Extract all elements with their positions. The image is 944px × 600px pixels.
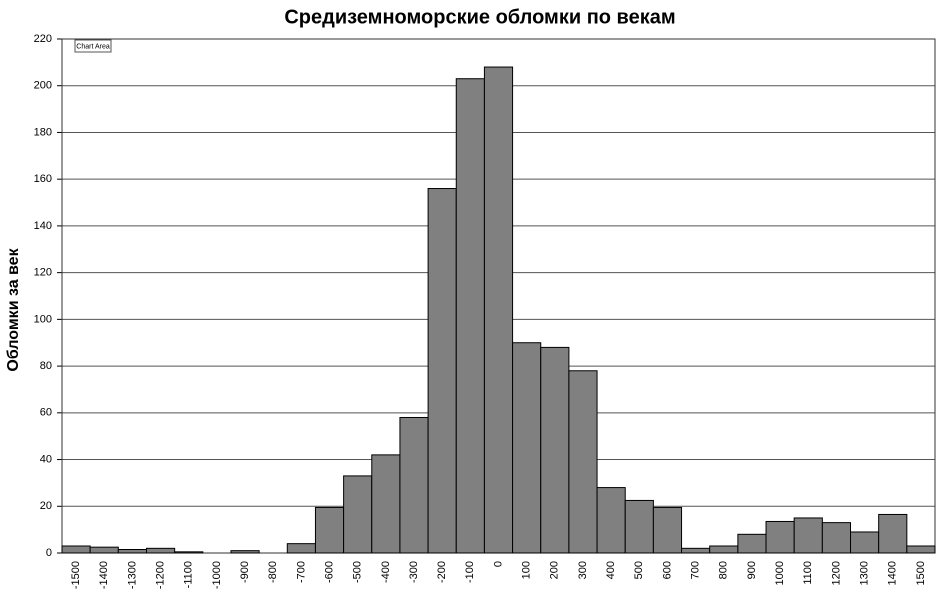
tooltip: Chart Area	[76, 43, 110, 50]
bar	[427, 188, 457, 554]
y-tick-label: 180	[34, 126, 52, 138]
x-tick-label: 1000	[774, 561, 786, 585]
bar	[737, 533, 767, 554]
tooltip-box	[74, 39, 112, 53]
bar	[850, 531, 880, 554]
bar	[821, 522, 852, 554]
x-tick-label: -300	[408, 561, 420, 583]
y-tick-label: 100	[34, 313, 52, 325]
x-tick-label: -800	[267, 561, 279, 583]
x-tick-label: -700	[295, 561, 307, 583]
bar	[906, 545, 936, 554]
bar	[286, 543, 316, 554]
x-tick-label: -1000	[211, 561, 223, 589]
x-tick-label: 1400	[887, 561, 899, 585]
x-tick-label: -100	[464, 561, 476, 583]
bar	[61, 545, 91, 554]
x-tick-label: 400	[605, 561, 617, 579]
x-tick-label: 200	[549, 561, 561, 579]
bar	[455, 78, 485, 554]
x-tick-label: 500	[633, 561, 645, 579]
bar	[145, 547, 176, 554]
bar	[709, 545, 739, 554]
x-tick-label: 1500	[915, 561, 927, 585]
x-tick-label: -1300	[126, 561, 138, 589]
bar	[512, 342, 542, 554]
bar	[681, 547, 711, 554]
bar	[117, 548, 147, 554]
x-tick-label: 100	[521, 561, 533, 579]
bar	[624, 499, 654, 554]
bar	[230, 550, 260, 554]
x-tick-label: 800	[718, 561, 730, 579]
x-tick-label: 0	[492, 561, 504, 567]
y-tick-label: 160	[34, 173, 52, 185]
bar	[399, 416, 429, 554]
x-tick-label: 700	[690, 561, 702, 579]
bar	[314, 506, 345, 554]
x-tick-label: 1100	[802, 561, 814, 585]
y-tick-label: 20	[40, 500, 52, 512]
x-tick-label: 1200	[830, 561, 842, 585]
bar	[371, 454, 401, 554]
x-tick-label: -1500	[70, 561, 82, 589]
bar	[174, 551, 204, 554]
bar	[793, 517, 823, 554]
x-tick-label: -400	[380, 561, 392, 583]
chart-title: Средиземноморские обломки по векам	[284, 6, 675, 28]
y-tick-label: 220	[34, 33, 52, 45]
y-tick-label: 40	[40, 453, 52, 465]
bar	[652, 506, 683, 554]
bar	[540, 346, 570, 554]
x-tick-label: -1200	[154, 561, 166, 589]
x-tick-label: 600	[661, 561, 673, 579]
x-tick-label: -600	[323, 561, 335, 583]
bar	[568, 370, 598, 554]
x-tick-label: -1100	[183, 561, 195, 588]
x-tick-label: 300	[577, 561, 589, 579]
bar	[483, 66, 514, 554]
y-tick-label: 120	[34, 267, 52, 279]
bar	[765, 520, 795, 554]
bar	[89, 546, 119, 554]
y-tick-label: 140	[34, 220, 52, 232]
x-tick-label: -900	[239, 561, 251, 583]
y-axis-label: Обломки за век	[5, 247, 22, 371]
y-tick-label: 60	[40, 407, 52, 419]
x-tick-label: -200	[436, 561, 448, 583]
x-tick-label: 1300	[859, 561, 871, 585]
y-tick-label: 80	[40, 360, 52, 372]
y-tick-label: 200	[34, 80, 52, 92]
x-tick-label: 900	[746, 561, 758, 579]
bar	[596, 487, 626, 554]
bar	[878, 513, 908, 554]
x-tick-label: -1400	[98, 561, 110, 589]
y-tick-label: 0	[46, 547, 52, 559]
x-tick-label: -500	[352, 561, 364, 583]
bar	[343, 475, 373, 554]
